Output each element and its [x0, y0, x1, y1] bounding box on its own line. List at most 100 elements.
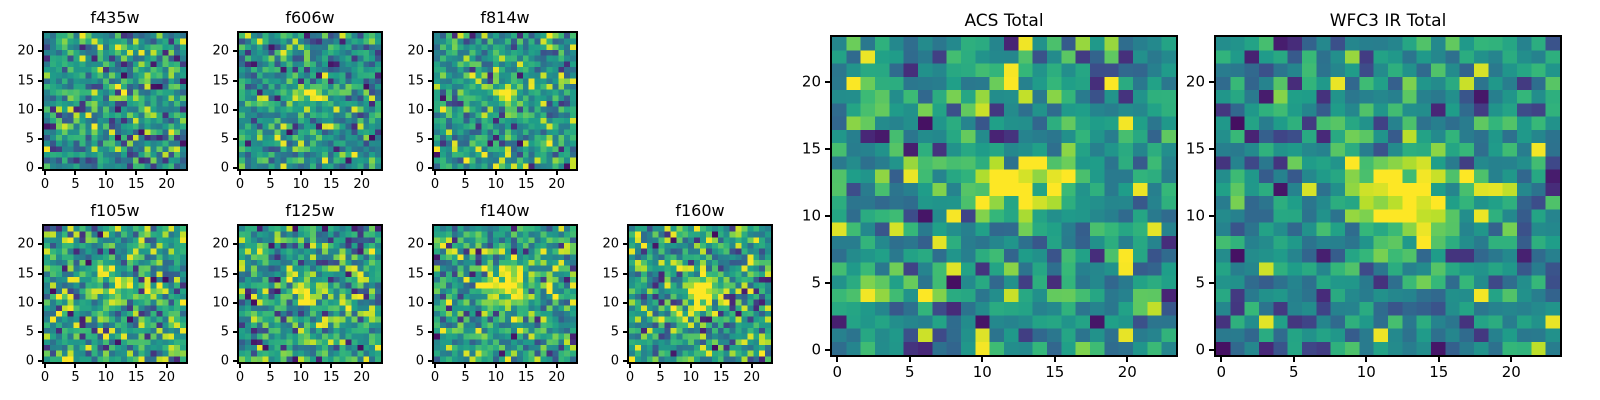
x-tick-label: 0 [430, 370, 440, 385]
x-tick [1126, 357, 1129, 362]
heatmap-canvas [434, 33, 576, 169]
panel-title: f125w [285, 201, 335, 220]
y-tick [1209, 80, 1214, 83]
y-tick [428, 301, 432, 304]
x-tick [750, 364, 753, 368]
heatmap-canvas [239, 33, 381, 169]
plot-area [432, 224, 578, 364]
panel-title: f606w [285, 8, 335, 27]
x-tick-label: 5 [266, 177, 275, 192]
x-tick-label: 10 [682, 370, 700, 385]
x-tick-label: 15 [1045, 363, 1065, 381]
x-tick [434, 171, 437, 175]
y-tick [38, 330, 42, 333]
y-tick [233, 272, 237, 275]
y-tick [233, 301, 237, 304]
y-tick [233, 79, 237, 82]
y-tick [825, 80, 830, 83]
y-tick [233, 330, 237, 333]
y-tick [233, 50, 237, 53]
x-tick [1220, 357, 1223, 362]
x-tick [239, 364, 242, 368]
y-tick-label: 10 [407, 102, 424, 118]
y-tick-label: 20 [602, 236, 619, 252]
plot-area [42, 31, 188, 171]
x-tick [360, 171, 363, 175]
plot-area [432, 31, 578, 171]
panel-f435w: f435w 0 5 10 15 20 0 5 10 15 20 [17, 8, 188, 191]
y-tick-label: 0 [220, 160, 229, 176]
x-tick-label: 10 [487, 370, 505, 385]
y-tick [38, 360, 42, 363]
y-tick-label: 0 [811, 340, 821, 359]
y-tick [38, 301, 42, 304]
y-tick [1209, 282, 1214, 285]
plot-area [830, 35, 1178, 357]
x-tick-label: 20 [353, 370, 370, 385]
y-tick-label: 5 [25, 131, 34, 147]
y-tick [825, 282, 830, 285]
x-tick [464, 364, 467, 368]
x-tick-label: 10 [292, 177, 310, 192]
y-tick-label: 5 [811, 273, 821, 292]
x-tick [135, 171, 138, 175]
x-tick [494, 364, 497, 368]
plot-area [1214, 35, 1562, 357]
y-tick-label: 15 [212, 73, 229, 89]
x-tick [104, 364, 107, 368]
y-tick-label: 15 [602, 266, 619, 282]
panel-wfc3_total: WFC3 IR Total 0 5 10 15 20 0 5 10 15 20 [1186, 11, 1562, 380]
x-tick-label: 20 [1501, 363, 1521, 381]
x-tick [269, 171, 272, 175]
x-tick-label: 10 [1356, 363, 1376, 381]
x-tick-label: 0 [832, 363, 843, 381]
x-tick-label: 20 [158, 370, 175, 385]
x-tick-label: 20 [743, 370, 760, 385]
x-tick-label: 15 [323, 177, 340, 192]
x-tick [525, 171, 528, 175]
y-tick-label: 20 [212, 43, 229, 59]
y-tick-label: 15 [407, 266, 424, 282]
y-tick-label: 10 [1185, 206, 1205, 225]
x-tick-label: 5 [461, 370, 470, 385]
x-tick [330, 364, 333, 368]
x-tick [555, 364, 558, 368]
x-tick-label: 0 [40, 177, 50, 192]
y-tick-label: 5 [415, 131, 424, 147]
x-tick [44, 171, 47, 175]
panel-title: ACS Total [964, 11, 1044, 31]
panel-title: WFC3 IR Total [1329, 11, 1447, 31]
x-tick [659, 364, 662, 368]
x-tick [434, 364, 437, 368]
y-tick-label: 20 [212, 236, 229, 252]
y-tick-label: 0 [220, 353, 229, 369]
panel-f125w: f125w 0 5 10 15 20 0 5 10 15 20 [212, 201, 383, 384]
x-tick [330, 171, 333, 175]
x-tick-label: 5 [656, 370, 665, 385]
panel-f814w: f814w 0 5 10 15 20 0 5 10 15 20 [407, 8, 578, 191]
y-tick-label: 15 [407, 73, 424, 89]
x-tick-label: 20 [353, 177, 370, 192]
x-tick [464, 171, 467, 175]
heatmap-canvas [44, 226, 186, 362]
plot-area [627, 224, 773, 364]
y-tick-label: 10 [801, 206, 821, 225]
panel-title: f160w [675, 201, 725, 220]
y-tick [428, 137, 432, 140]
x-tick [165, 364, 168, 368]
x-tick [1292, 357, 1295, 362]
heatmap-canvas [434, 226, 576, 362]
heatmap-canvas [832, 37, 1176, 355]
x-tick [1437, 357, 1440, 362]
x-tick-label: 5 [266, 370, 275, 385]
x-tick-label: 15 [128, 177, 145, 192]
y-tick [825, 148, 830, 151]
x-tick [720, 364, 723, 368]
y-tick [38, 79, 42, 82]
y-tick-label: 0 [1195, 340, 1205, 359]
x-tick-label: 10 [97, 177, 115, 192]
y-tick-label: 20 [801, 72, 821, 91]
x-tick [1365, 357, 1368, 362]
x-tick [494, 171, 497, 175]
